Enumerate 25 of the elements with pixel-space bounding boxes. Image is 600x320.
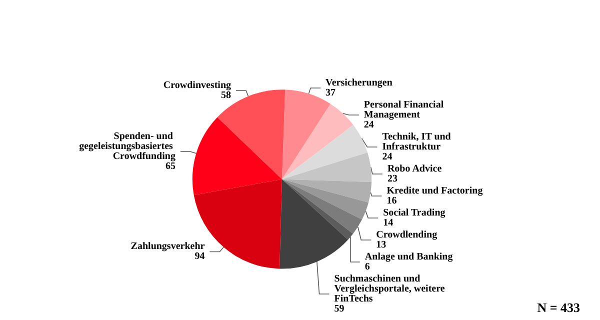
slice-label: Social Trading bbox=[383, 207, 446, 218]
slice-label: Crowdlending bbox=[376, 229, 438, 240]
data-label: 24 bbox=[364, 119, 374, 130]
data-label: 94 bbox=[194, 251, 205, 262]
data-label: 13 bbox=[376, 239, 386, 250]
slice-label: Crowdinvesting bbox=[163, 80, 232, 92]
slice-label: Robo Advice bbox=[387, 163, 442, 174]
slice-label: Kredite und Factoring bbox=[386, 185, 483, 196]
data-label: 23 bbox=[387, 173, 398, 184]
slice-label: Technik, IT und Infrastruktur bbox=[382, 131, 454, 152]
data-label: 59 bbox=[334, 303, 344, 314]
data-label: 24 bbox=[382, 151, 392, 162]
data-label: 14 bbox=[383, 217, 394, 228]
data-label: 37 bbox=[326, 87, 336, 98]
slice-label: Versicherungen bbox=[326, 77, 393, 88]
slice-label: Suchmaschinen und Vergleichsportale, weitere FinTechs bbox=[334, 273, 448, 304]
data-label: 65 bbox=[165, 161, 176, 172]
slice-label: Zahlungsverkehr bbox=[130, 241, 206, 252]
text: N = 433 bbox=[537, 300, 580, 315]
data-label: 6 bbox=[364, 261, 370, 272]
data-label: 58 bbox=[221, 90, 232, 102]
slice-label: Anlage und Banking bbox=[364, 251, 453, 262]
data-label: 16 bbox=[386, 195, 397, 206]
slice-label: Personal Financial Management bbox=[364, 99, 446, 120]
slice-label: Spenden- und gegeleistungsbasiertes Crowdfunding bbox=[79, 131, 176, 162]
